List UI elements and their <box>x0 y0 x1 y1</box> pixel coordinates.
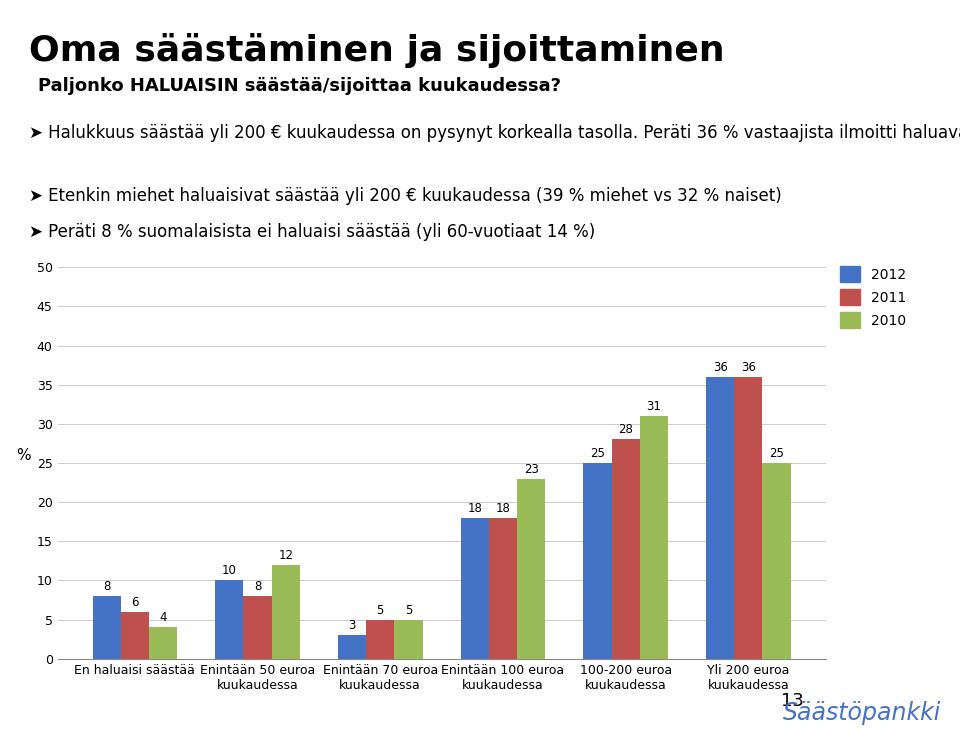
Text: ➤ Etenkin miehet haluaisivat säästää yli 200 € kuukaudessa (39 % miehet vs 32 % : ➤ Etenkin miehet haluaisivat säästää yli… <box>29 187 781 205</box>
Text: Paljonko HALUAISIN säästää/sijoittaa kuukaudessa?: Paljonko HALUAISIN säästää/sijoittaa kuu… <box>38 77 562 95</box>
Bar <box>639 416 668 659</box>
Bar <box>517 479 545 659</box>
Bar <box>762 463 791 659</box>
Bar <box>121 612 149 659</box>
Text: 8: 8 <box>103 580 110 593</box>
Text: 4: 4 <box>159 611 167 624</box>
Bar <box>215 580 244 659</box>
Bar <box>461 518 489 659</box>
Text: 8: 8 <box>253 580 261 593</box>
Bar <box>244 596 272 659</box>
Text: ➤ Peräti 8 % suomalaisista ei haluaisi säästää (yli 60-vuotiaat 14 %): ➤ Peräti 8 % suomalaisista ei haluaisi s… <box>29 223 595 242</box>
Bar <box>612 439 639 659</box>
Bar <box>489 518 517 659</box>
Text: 25: 25 <box>590 447 605 460</box>
Text: 36: 36 <box>712 361 728 374</box>
Legend: 2012, 2011, 2010: 2012, 2011, 2010 <box>840 266 906 329</box>
Bar <box>338 635 366 659</box>
Bar <box>395 619 422 659</box>
Text: 23: 23 <box>524 463 539 476</box>
Text: ➤ Halukkuus säästää yli 200 € kuukaudessa on pysynyt korkealla tasolla. Peräti 3: ➤ Halukkuus säästää yli 200 € kuukaudess… <box>29 124 960 143</box>
Text: 31: 31 <box>646 400 661 413</box>
Text: 3: 3 <box>348 619 356 632</box>
Bar <box>584 463 612 659</box>
Text: 18: 18 <box>468 501 482 515</box>
Text: 12: 12 <box>278 549 293 561</box>
Text: 28: 28 <box>618 423 633 436</box>
Text: 6: 6 <box>132 596 138 609</box>
Text: 25: 25 <box>769 447 784 460</box>
Bar <box>92 596 121 659</box>
Bar <box>149 627 178 659</box>
Text: 18: 18 <box>495 501 511 515</box>
Bar <box>272 565 300 659</box>
Text: 5: 5 <box>405 603 412 616</box>
Bar <box>706 377 734 659</box>
Text: Säästöpankki: Säästöpankki <box>782 701 941 725</box>
Y-axis label: %: % <box>15 448 31 463</box>
Text: 13: 13 <box>780 692 804 710</box>
Bar <box>366 619 395 659</box>
Text: Oma säästäminen ja sijoittaminen: Oma säästäminen ja sijoittaminen <box>29 33 725 68</box>
Bar <box>734 377 762 659</box>
Text: 5: 5 <box>376 603 384 616</box>
Text: 36: 36 <box>741 361 756 374</box>
Text: 10: 10 <box>222 564 237 578</box>
